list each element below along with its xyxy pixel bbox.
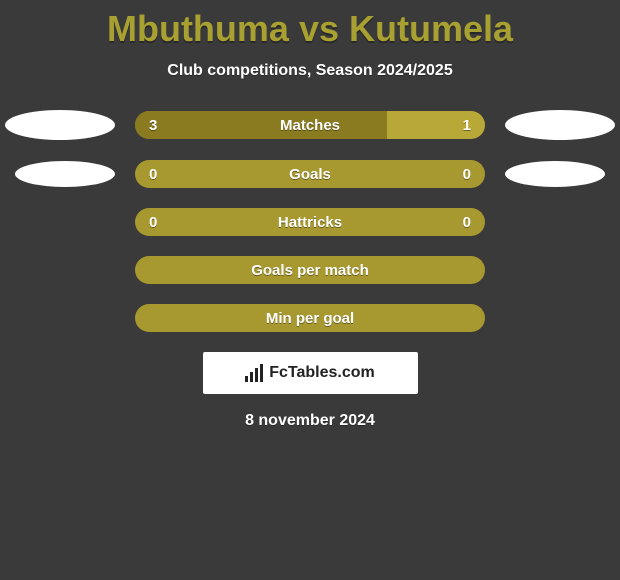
stat-label: Matches xyxy=(280,117,340,134)
player-marker-right xyxy=(505,110,615,140)
stats-content: 3 Matches 1 0 Goals 0 0 Hattricks 0 Goals per mat… xyxy=(0,110,620,332)
stat-bar: Goals per match xyxy=(135,256,485,284)
stat-value-left: 3 xyxy=(149,117,157,134)
page-title: Mbuthuma vs Kutumela xyxy=(0,0,620,50)
stat-value-right: 0 xyxy=(463,214,471,231)
player-marker-left xyxy=(15,161,115,187)
stat-label: Goals per match xyxy=(251,262,369,279)
stat-row: Min per goal xyxy=(0,304,620,332)
stat-value-right: 1 xyxy=(463,117,471,134)
stat-bar: 0 Hattricks 0 xyxy=(135,208,485,236)
stat-bar: 0 Goals 0 xyxy=(135,160,485,188)
stat-label: Min per goal xyxy=(266,310,354,327)
subtitle: Club competitions, Season 2024/2025 xyxy=(0,62,620,80)
stat-value-left: 0 xyxy=(149,166,157,183)
stat-value-left: 0 xyxy=(149,214,157,231)
stat-row: 3 Matches 1 xyxy=(0,110,620,140)
stat-label: Hattricks xyxy=(278,214,342,231)
stat-bar: Min per goal xyxy=(135,304,485,332)
player-marker-right xyxy=(505,161,605,187)
stat-row: 0 Hattricks 0 xyxy=(0,208,620,236)
date-label: 8 november 2024 xyxy=(0,412,620,430)
stat-bar: 3 Matches 1 xyxy=(135,111,485,139)
stat-row: 0 Goals 0 xyxy=(0,160,620,188)
stat-value-right: 0 xyxy=(463,166,471,183)
watermark-text: FcTables.com xyxy=(269,364,375,382)
player-marker-left xyxy=(5,110,115,140)
chart-icon xyxy=(245,364,263,382)
watermark: FcTables.com xyxy=(203,352,418,394)
bar-left-fill xyxy=(135,111,387,139)
stat-row: Goals per match xyxy=(0,256,620,284)
stat-label: Goals xyxy=(289,166,331,183)
